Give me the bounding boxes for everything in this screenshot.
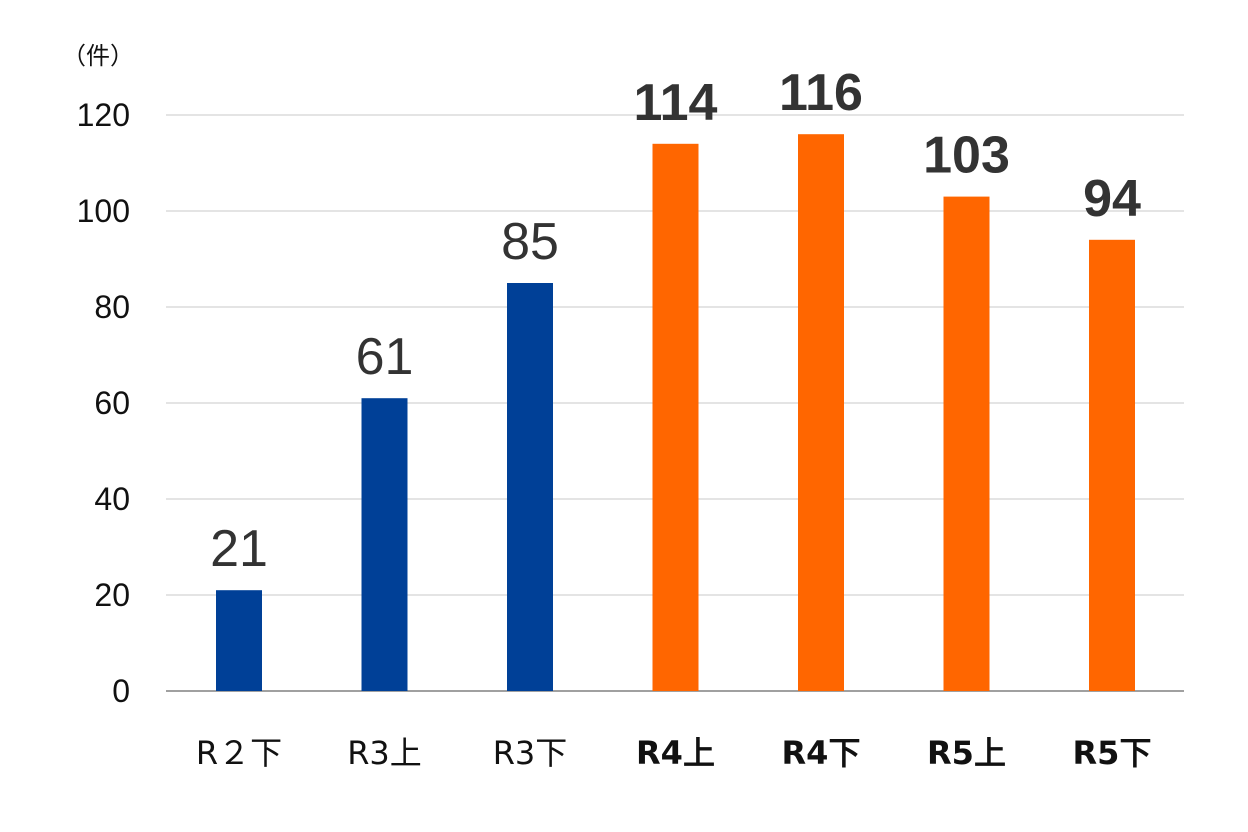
x-tick-label: R5上 — [927, 734, 1006, 772]
y-tick-label: 60 — [94, 385, 130, 421]
x-tick-label: R２下 — [196, 734, 282, 772]
x-tick-label: R5下 — [1073, 734, 1152, 772]
bar — [943, 196, 990, 691]
y-tick-label: 80 — [94, 289, 130, 325]
data-label: 85 — [501, 213, 559, 271]
y-axis-unit-label: （件） — [62, 42, 134, 70]
data-label: 61 — [356, 328, 414, 386]
x-tick-label: R3下 — [493, 734, 568, 772]
y-tick-label: 120 — [77, 97, 130, 133]
x-tick-label: R3上 — [347, 734, 422, 772]
y-axis: 0 20 40 60 80 100 120 — [77, 97, 130, 709]
bar — [798, 134, 844, 691]
y-tick-label: 20 — [94, 577, 130, 613]
x-tick-label: R4上 — [636, 734, 715, 772]
y-tick-label: 0 — [112, 673, 130, 709]
bar — [361, 398, 408, 691]
data-label: 94 — [1083, 170, 1141, 228]
data-label: 114 — [634, 74, 718, 132]
data-label: 103 — [923, 127, 1010, 185]
x-tick-label: R4下 — [782, 734, 861, 772]
bars — [216, 134, 1135, 692]
bar — [1089, 239, 1135, 692]
y-tick-label: 100 — [77, 193, 130, 229]
x-axis: R２下 R3上 R3下 R4上 R4下 R5上 R5下 — [196, 734, 1152, 772]
data-labels: 21 61 85 114 116 103 94 — [210, 64, 1141, 578]
data-label: 116 — [779, 64, 863, 122]
data-label: 21 — [210, 520, 268, 578]
bar — [652, 143, 699, 692]
bar — [507, 283, 553, 691]
bar — [216, 590, 262, 691]
y-tick-label: 40 — [94, 481, 130, 517]
